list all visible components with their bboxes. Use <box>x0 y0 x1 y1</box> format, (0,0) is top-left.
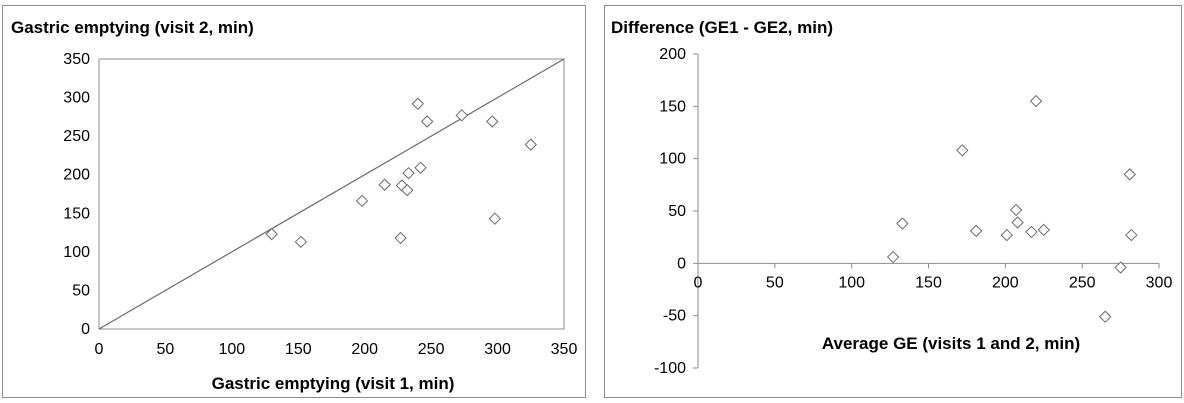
x-tick-label: 200 <box>992 274 1019 291</box>
y-tick-label: -100 <box>654 360 686 377</box>
y-tick-label: 150 <box>659 98 686 115</box>
x-tick-label: 0 <box>95 341 104 358</box>
data-point <box>1037 223 1050 237</box>
data-point <box>294 235 308 249</box>
x-tick-label: 100 <box>219 341 246 358</box>
data-point <box>486 115 499 128</box>
chart-panel-bland-altman: Difference (GE1 - GE2, min) Average GE (… <box>604 5 1182 398</box>
data-point <box>1009 203 1023 217</box>
x-tick-label: 150 <box>915 274 942 291</box>
y-tick-label: 200 <box>63 167 90 184</box>
data-point <box>956 144 969 157</box>
x-tick-label: 250 <box>418 341 445 358</box>
chart-title: Gastric emptying (visit 2, min) <box>11 18 254 37</box>
x-tick-label: 300 <box>1146 274 1173 291</box>
x-tick-label: 100 <box>838 274 865 291</box>
data-point <box>1025 225 1038 239</box>
data-point <box>420 115 434 128</box>
data-point <box>1011 216 1024 229</box>
data-point <box>488 212 502 225</box>
data-point <box>378 178 391 191</box>
y-tick-label: 50 <box>668 203 686 220</box>
x-axis-label: Gastric emptying (visit 1, min) <box>212 374 455 393</box>
x-tick-label: 350 <box>551 341 578 358</box>
data-point <box>1123 168 1137 181</box>
scatter-difference-vs-average: Difference (GE1 - GE2, min) Average GE (… <box>611 18 1173 377</box>
data-point <box>455 109 468 122</box>
data-point <box>524 138 537 151</box>
y-tick-label: 250 <box>63 128 90 145</box>
plot-area-frame <box>98 58 565 330</box>
data-point <box>1099 310 1112 323</box>
chart-panel-visit-comparison: Gastric emptying (visit 2, min) Gastric … <box>2 5 586 398</box>
y-tick-label: 50 <box>72 282 90 299</box>
data-point <box>1114 261 1127 274</box>
x-axis-label: Average GE (visits 1 and 2, min) <box>822 334 1080 353</box>
x-tick-label: 200 <box>351 341 378 358</box>
data-point <box>1000 228 1014 242</box>
y-tick-label: 350 <box>63 51 90 68</box>
data-point <box>886 250 900 264</box>
data-point <box>402 166 415 180</box>
data-point <box>265 227 278 241</box>
scatter-visit1-vs-visit2: Gastric emptying (visit 2, min) Gastric … <box>11 18 578 393</box>
data-point <box>411 97 425 110</box>
x-tick-label: 0 <box>694 274 703 291</box>
x-tick-label: 150 <box>285 341 312 358</box>
data-point <box>1029 94 1043 108</box>
data-point <box>355 194 369 208</box>
data-point <box>1125 228 1138 242</box>
x-tick-label: 50 <box>766 274 784 291</box>
y-tick-label: 100 <box>63 244 90 261</box>
data-point <box>414 161 427 174</box>
y-tick-label: 0 <box>677 255 686 272</box>
y-tick-label: 0 <box>81 321 90 338</box>
y-tick-label: 150 <box>63 205 90 222</box>
chart-title: Difference (GE1 - GE2, min) <box>611 18 833 37</box>
data-point <box>401 183 414 197</box>
line-of-identity <box>98 58 565 330</box>
y-tick-label: 200 <box>659 46 686 63</box>
data-point <box>896 217 909 230</box>
x-tick-label: 50 <box>157 341 175 358</box>
y-tick-label: 100 <box>659 151 686 168</box>
data-point <box>969 224 983 238</box>
x-tick-label: 250 <box>1069 274 1096 291</box>
data-point <box>394 231 407 245</box>
x-tick-label: 300 <box>484 341 511 358</box>
y-tick-label: -50 <box>663 308 686 325</box>
y-tick-label: 300 <box>63 90 90 107</box>
